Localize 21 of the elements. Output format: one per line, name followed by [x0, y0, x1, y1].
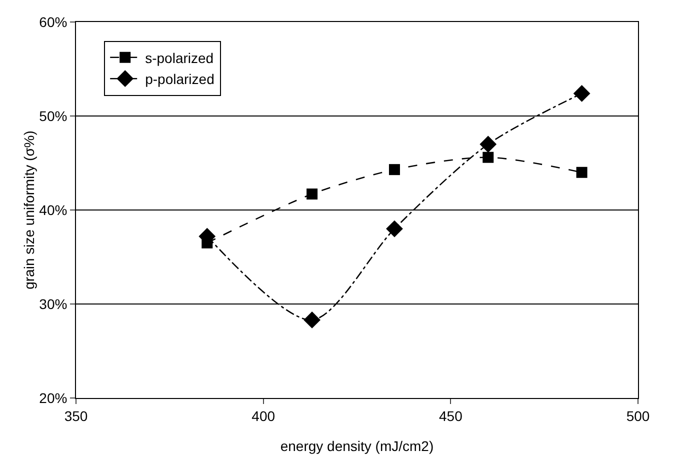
y-tick-label: 60%	[39, 14, 68, 30]
legend-label: p-polarized	[145, 71, 214, 88]
y-tick-label: 30%	[39, 296, 68, 312]
point	[386, 220, 403, 238]
y-tick-label: 50%	[39, 108, 68, 124]
point	[304, 312, 320, 328]
point	[482, 152, 494, 163]
point	[480, 136, 497, 153]
point	[306, 188, 318, 200]
point	[576, 166, 588, 178]
x-tick-label: 350	[64, 408, 88, 424]
point	[573, 84, 590, 102]
y-tick-label: 20%	[39, 390, 68, 406]
x-axis-title: energy density (mJ/cm2)	[280, 438, 434, 454]
point	[388, 164, 400, 176]
y-axis-title: grain size uniformity (σ%)	[21, 130, 38, 290]
x-tick-label: 400	[252, 408, 276, 424]
x-tick-label: 450	[438, 408, 463, 424]
legend-label: s-polarized	[145, 50, 214, 66]
y-tick-label: 40%	[39, 202, 68, 218]
x-tick-label: 500	[626, 408, 650, 424]
